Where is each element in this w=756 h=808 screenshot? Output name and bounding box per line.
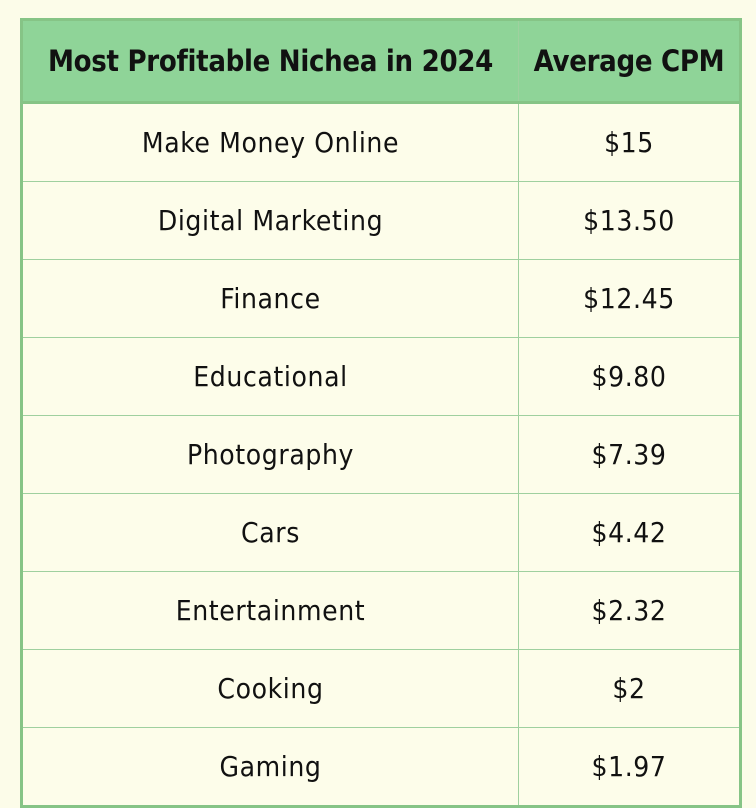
table-row: Educational $9.80 xyxy=(21,337,741,416)
table-row: Finance $12.45 xyxy=(21,259,741,338)
niche-cell: Gaming xyxy=(21,727,519,807)
table-row: Cooking $2 xyxy=(21,649,741,728)
niche-cell: Educational xyxy=(21,337,519,416)
cpm-cell: $15 xyxy=(518,102,741,182)
cpm-cell: $12.45 xyxy=(518,259,741,338)
niche-cell: Cars xyxy=(21,493,519,572)
cpm-cell: $9.80 xyxy=(518,337,741,416)
cpm-cell: $2 xyxy=(518,649,741,728)
table-row: Entertainment $2.32 xyxy=(21,571,741,650)
cpm-cell: $4.42 xyxy=(518,493,741,572)
niche-cell: Finance xyxy=(21,259,519,338)
cpm-table: Most Profitable Nichea in 2024 Average C… xyxy=(20,18,742,808)
niche-cell: Photography xyxy=(21,415,519,494)
niche-cell: Digital Marketing xyxy=(21,181,519,260)
column-header-cpm: Average CPM xyxy=(518,19,741,104)
table-row: Cars $4.42 xyxy=(21,493,741,572)
cpm-cell: $1.97 xyxy=(518,727,741,807)
cpm-cell: $7.39 xyxy=(518,415,741,494)
table-row: Photography $7.39 xyxy=(21,415,741,494)
column-header-niche: Most Profitable Nichea in 2024 xyxy=(21,19,519,104)
header-row: Most Profitable Nichea in 2024 Average C… xyxy=(21,19,741,104)
table-row: Digital Marketing $13.50 xyxy=(21,181,741,260)
table-body: Make Money Online $15 Digital Marketing $13… xyxy=(21,102,741,807)
table-row: Make Money Online $15 xyxy=(21,102,741,182)
niche-cell: Entertainment xyxy=(21,571,519,650)
cpm-cell: $13.50 xyxy=(518,181,741,260)
cpm-cell: $2.32 xyxy=(518,571,741,650)
niche-cell: Make Money Online xyxy=(21,102,519,182)
table-row: Gaming $1.97 xyxy=(21,727,741,807)
niche-cell: Cooking xyxy=(21,649,519,728)
